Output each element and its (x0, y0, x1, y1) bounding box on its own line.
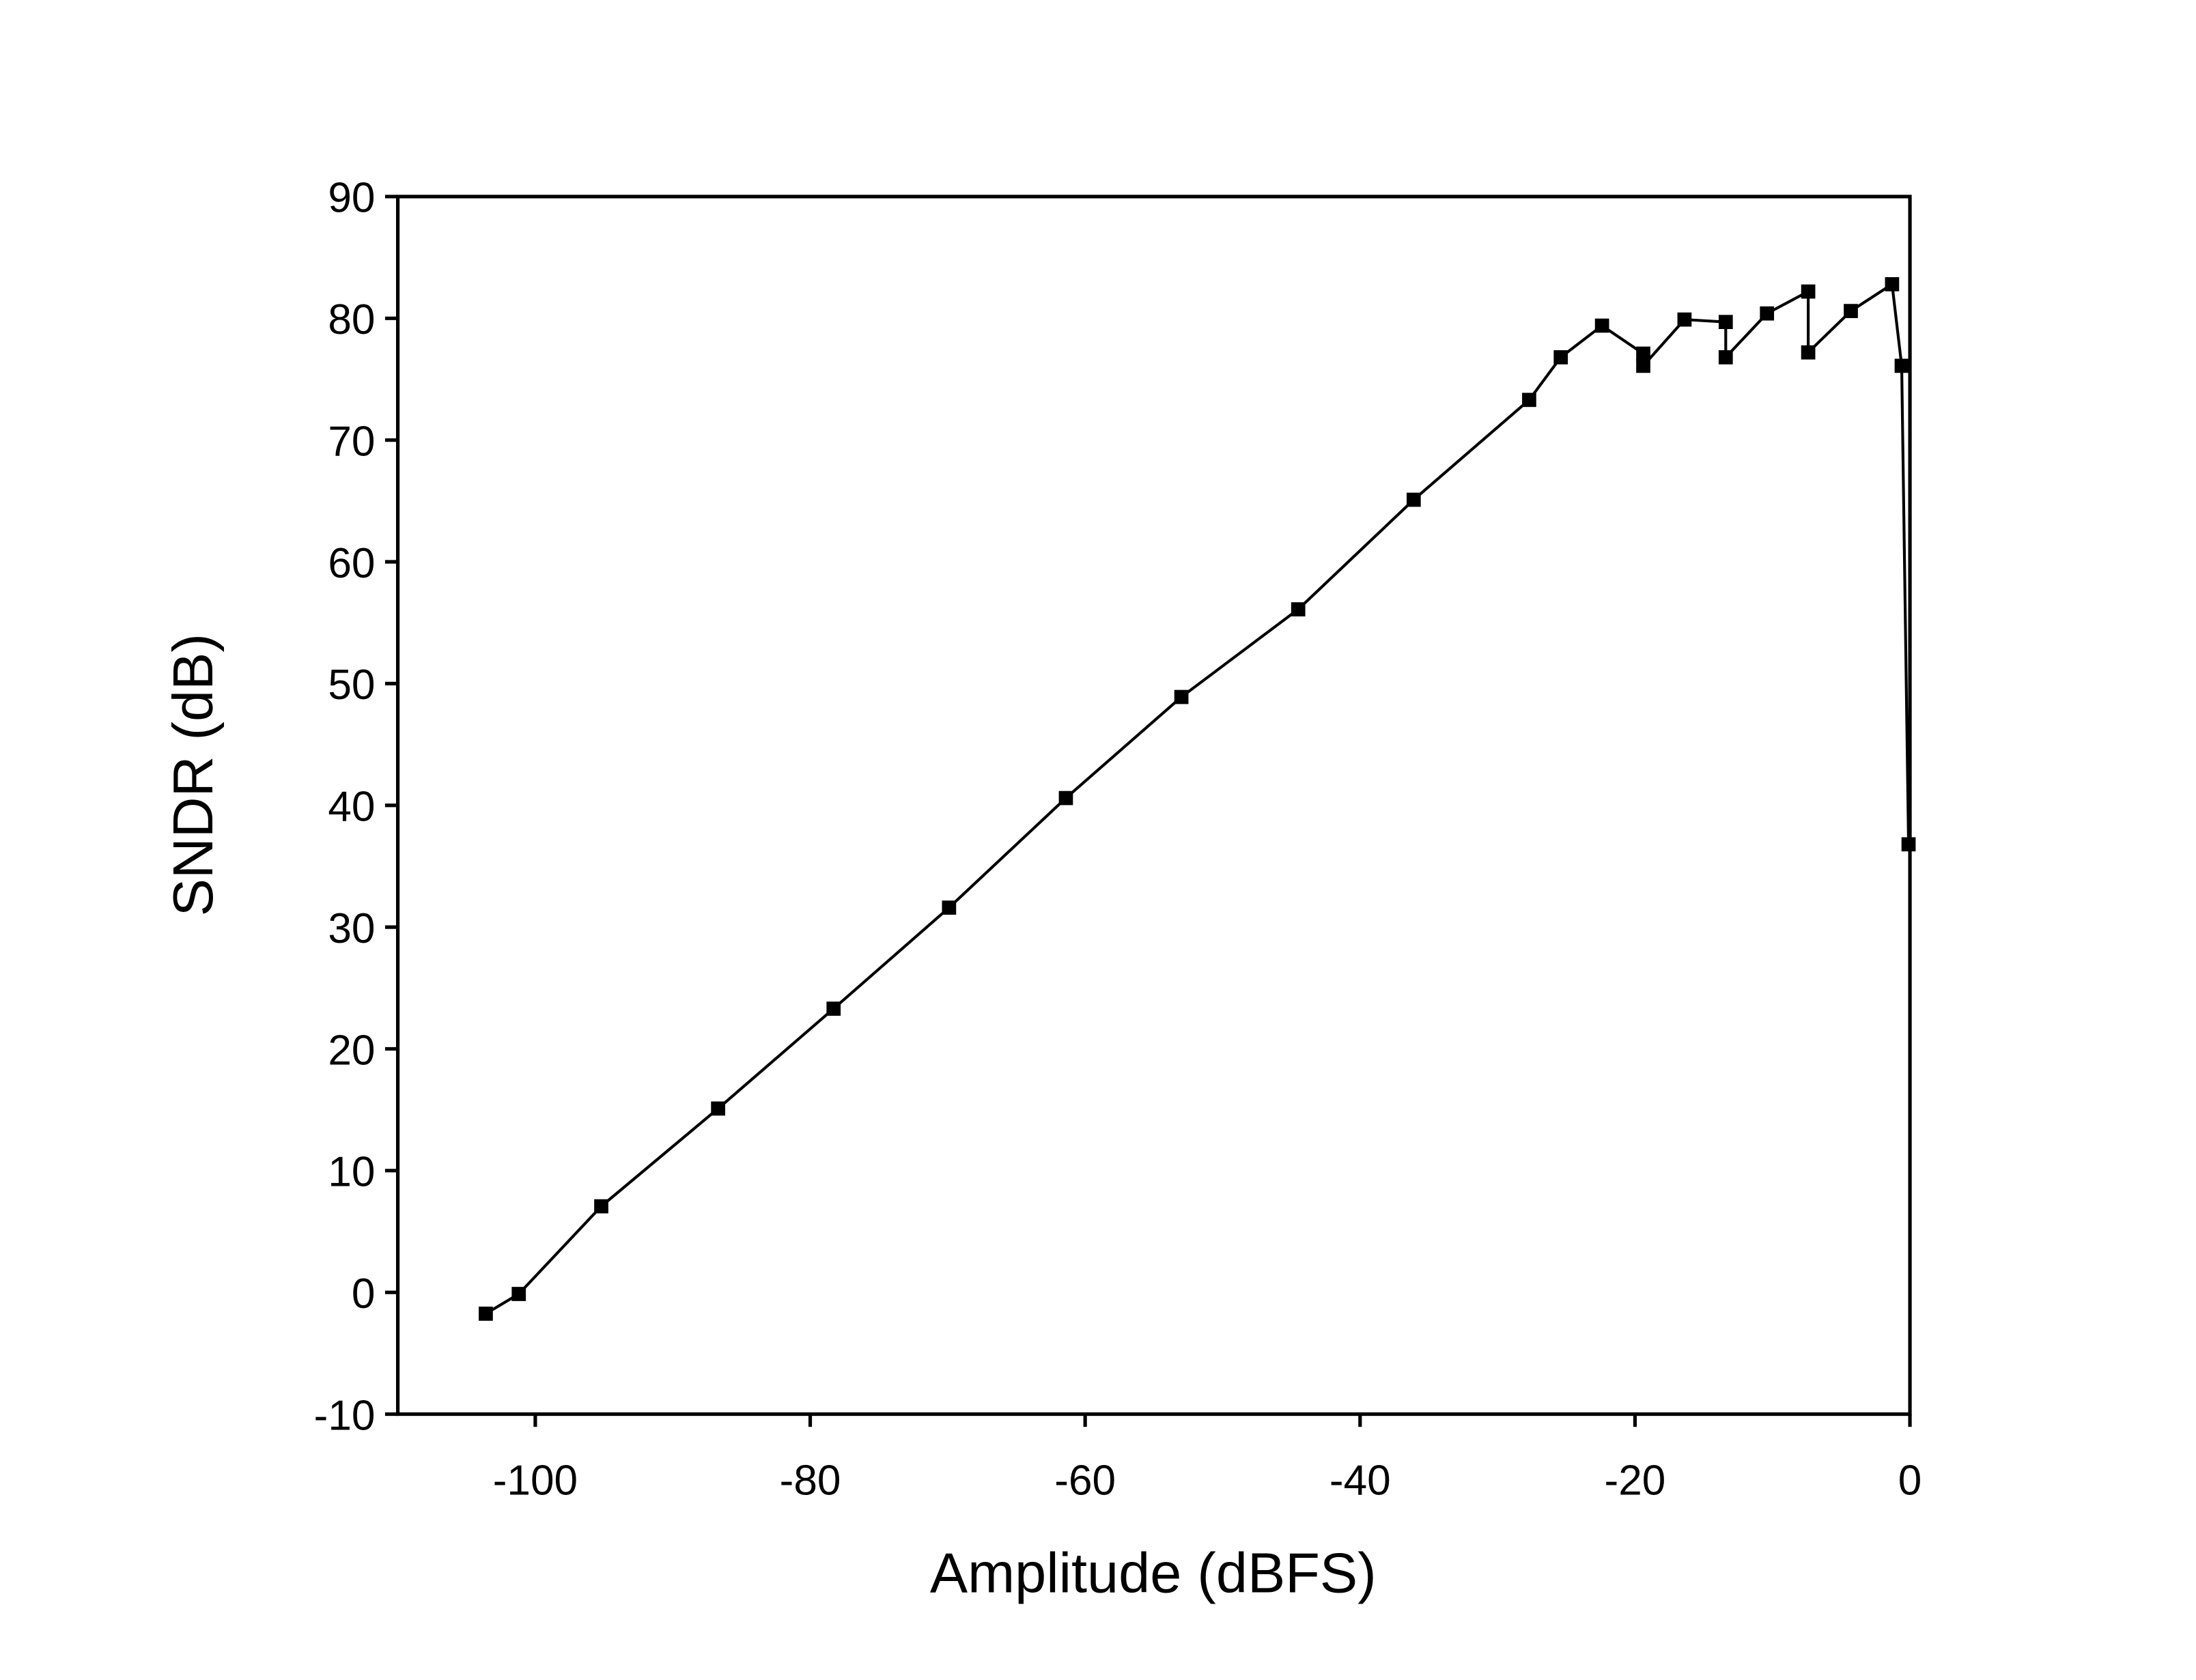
y-tick-label: 30 (328, 905, 375, 952)
x-axis-title: Amplitude (dBFS) (930, 1541, 1377, 1605)
y-tick-label: 0 (352, 1270, 376, 1318)
y-tick-label: 60 (328, 540, 375, 587)
point-marker (1291, 602, 1306, 616)
point-marker (1406, 492, 1421, 507)
point-marker (1174, 689, 1189, 704)
point-marker (1844, 304, 1858, 318)
point-marker (511, 1287, 526, 1301)
point-marker (1885, 277, 1900, 291)
point-marker (1718, 315, 1733, 330)
point-marker (1801, 345, 1816, 360)
x-tick-label: 0 (1898, 1457, 1922, 1505)
y-tick-label: -10 (314, 1392, 376, 1439)
x-tick-label: -80 (780, 1457, 841, 1505)
x-tick-label: -40 (1329, 1457, 1391, 1505)
point-marker (1636, 358, 1650, 373)
y-tick-label: 70 (328, 418, 375, 465)
point-marker (711, 1101, 726, 1116)
point-marker (1677, 312, 1692, 327)
y-tick-label: 80 (328, 296, 375, 343)
y-axis-title: SNDR (dB) (161, 633, 225, 916)
y-tick-label: 10 (328, 1149, 375, 1196)
x-tick-label: -100 (493, 1457, 578, 1505)
point-marker (1636, 346, 1650, 361)
point-marker (1894, 358, 1909, 373)
point-marker (1553, 350, 1568, 365)
point-marker (1718, 350, 1733, 365)
point-marker (594, 1199, 608, 1214)
x-tick-label: -60 (1054, 1457, 1116, 1505)
point-marker (1760, 306, 1775, 321)
point-marker (942, 900, 957, 915)
y-tick-label: 40 (328, 784, 375, 831)
point-marker (1594, 318, 1609, 333)
point-marker (1801, 284, 1816, 299)
y-tick-label: 20 (328, 1027, 375, 1074)
x-tick-label: -20 (1605, 1457, 1666, 1505)
point-marker (1901, 837, 1916, 852)
point-marker (479, 1307, 493, 1321)
point-marker (1058, 791, 1073, 806)
point-marker (826, 1001, 841, 1016)
y-tick-label: 90 (328, 175, 375, 222)
point-marker (1522, 393, 1536, 408)
y-tick-label: 50 (328, 661, 375, 709)
